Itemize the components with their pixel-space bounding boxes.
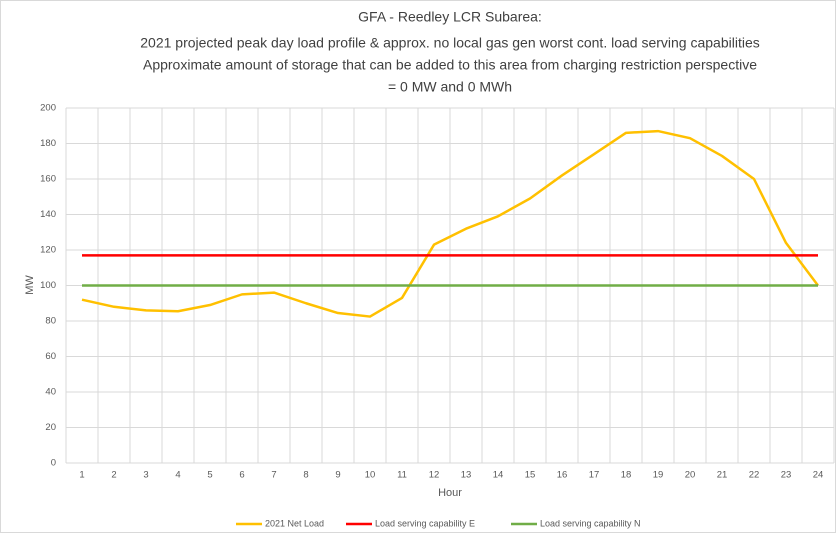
- chart-title: Approximate amount of storage that can b…: [143, 57, 757, 73]
- x-tick-label: 21: [717, 470, 728, 481]
- legend-label: Load serving capability E: [375, 518, 475, 528]
- y-tick-label: 180: [40, 138, 56, 149]
- x-tick-label: 7: [271, 470, 276, 481]
- x-tick-label: 14: [493, 470, 504, 481]
- y-tick-label: 0: [51, 458, 56, 469]
- legend-label: Load serving capability N: [540, 518, 641, 528]
- y-tick-label: 200: [40, 103, 56, 114]
- x-tick-label: 22: [749, 470, 760, 481]
- chart-title: = 0 MW and 0 MWh: [388, 79, 512, 95]
- y-tick-label: 40: [45, 387, 56, 398]
- x-tick-label: 2: [111, 470, 116, 481]
- chart-title: 2021 projected peak day load profile & a…: [140, 35, 760, 51]
- series-line: [81, 129, 819, 318]
- x-tick-label: 23: [781, 470, 792, 481]
- y-tick-label: 80: [45, 316, 56, 327]
- x-tick-label: 19: [653, 470, 664, 481]
- y-tick-label: 60: [45, 351, 56, 362]
- x-axis-label: Hour: [438, 487, 462, 499]
- x-tick-label: 20: [685, 470, 696, 481]
- x-tick-label: 15: [525, 470, 536, 481]
- x-tick-label: 18: [621, 470, 632, 481]
- x-tick-label: 17: [589, 470, 600, 481]
- y-tick-label: 140: [40, 209, 56, 220]
- x-tick-label: 10: [365, 470, 376, 481]
- x-tick-label: 6: [239, 470, 244, 481]
- y-axis-label: MW: [24, 275, 36, 295]
- legend-label: 2021 Net Load: [265, 518, 324, 528]
- x-tick-label: 5: [207, 470, 212, 481]
- x-tick-label: 24: [813, 470, 824, 481]
- x-tick-label: 3: [143, 470, 148, 481]
- x-tick-label: 1: [79, 470, 84, 481]
- x-tick-label: 9: [335, 470, 340, 481]
- x-tick-label: 8: [303, 470, 308, 481]
- y-tick-label: 160: [40, 174, 56, 185]
- x-tick-label: 16: [557, 470, 568, 481]
- y-tick-label: 120: [40, 245, 56, 256]
- x-tick-label: 11: [397, 470, 407, 481]
- x-tick-label: 12: [429, 470, 440, 481]
- y-tick-label: 100: [40, 280, 56, 291]
- x-tick-label: 13: [461, 470, 472, 481]
- chart-title: GFA - Reedley LCR Subarea:: [358, 9, 542, 25]
- x-tick-label: 4: [175, 470, 180, 481]
- y-tick-label: 20: [45, 422, 56, 433]
